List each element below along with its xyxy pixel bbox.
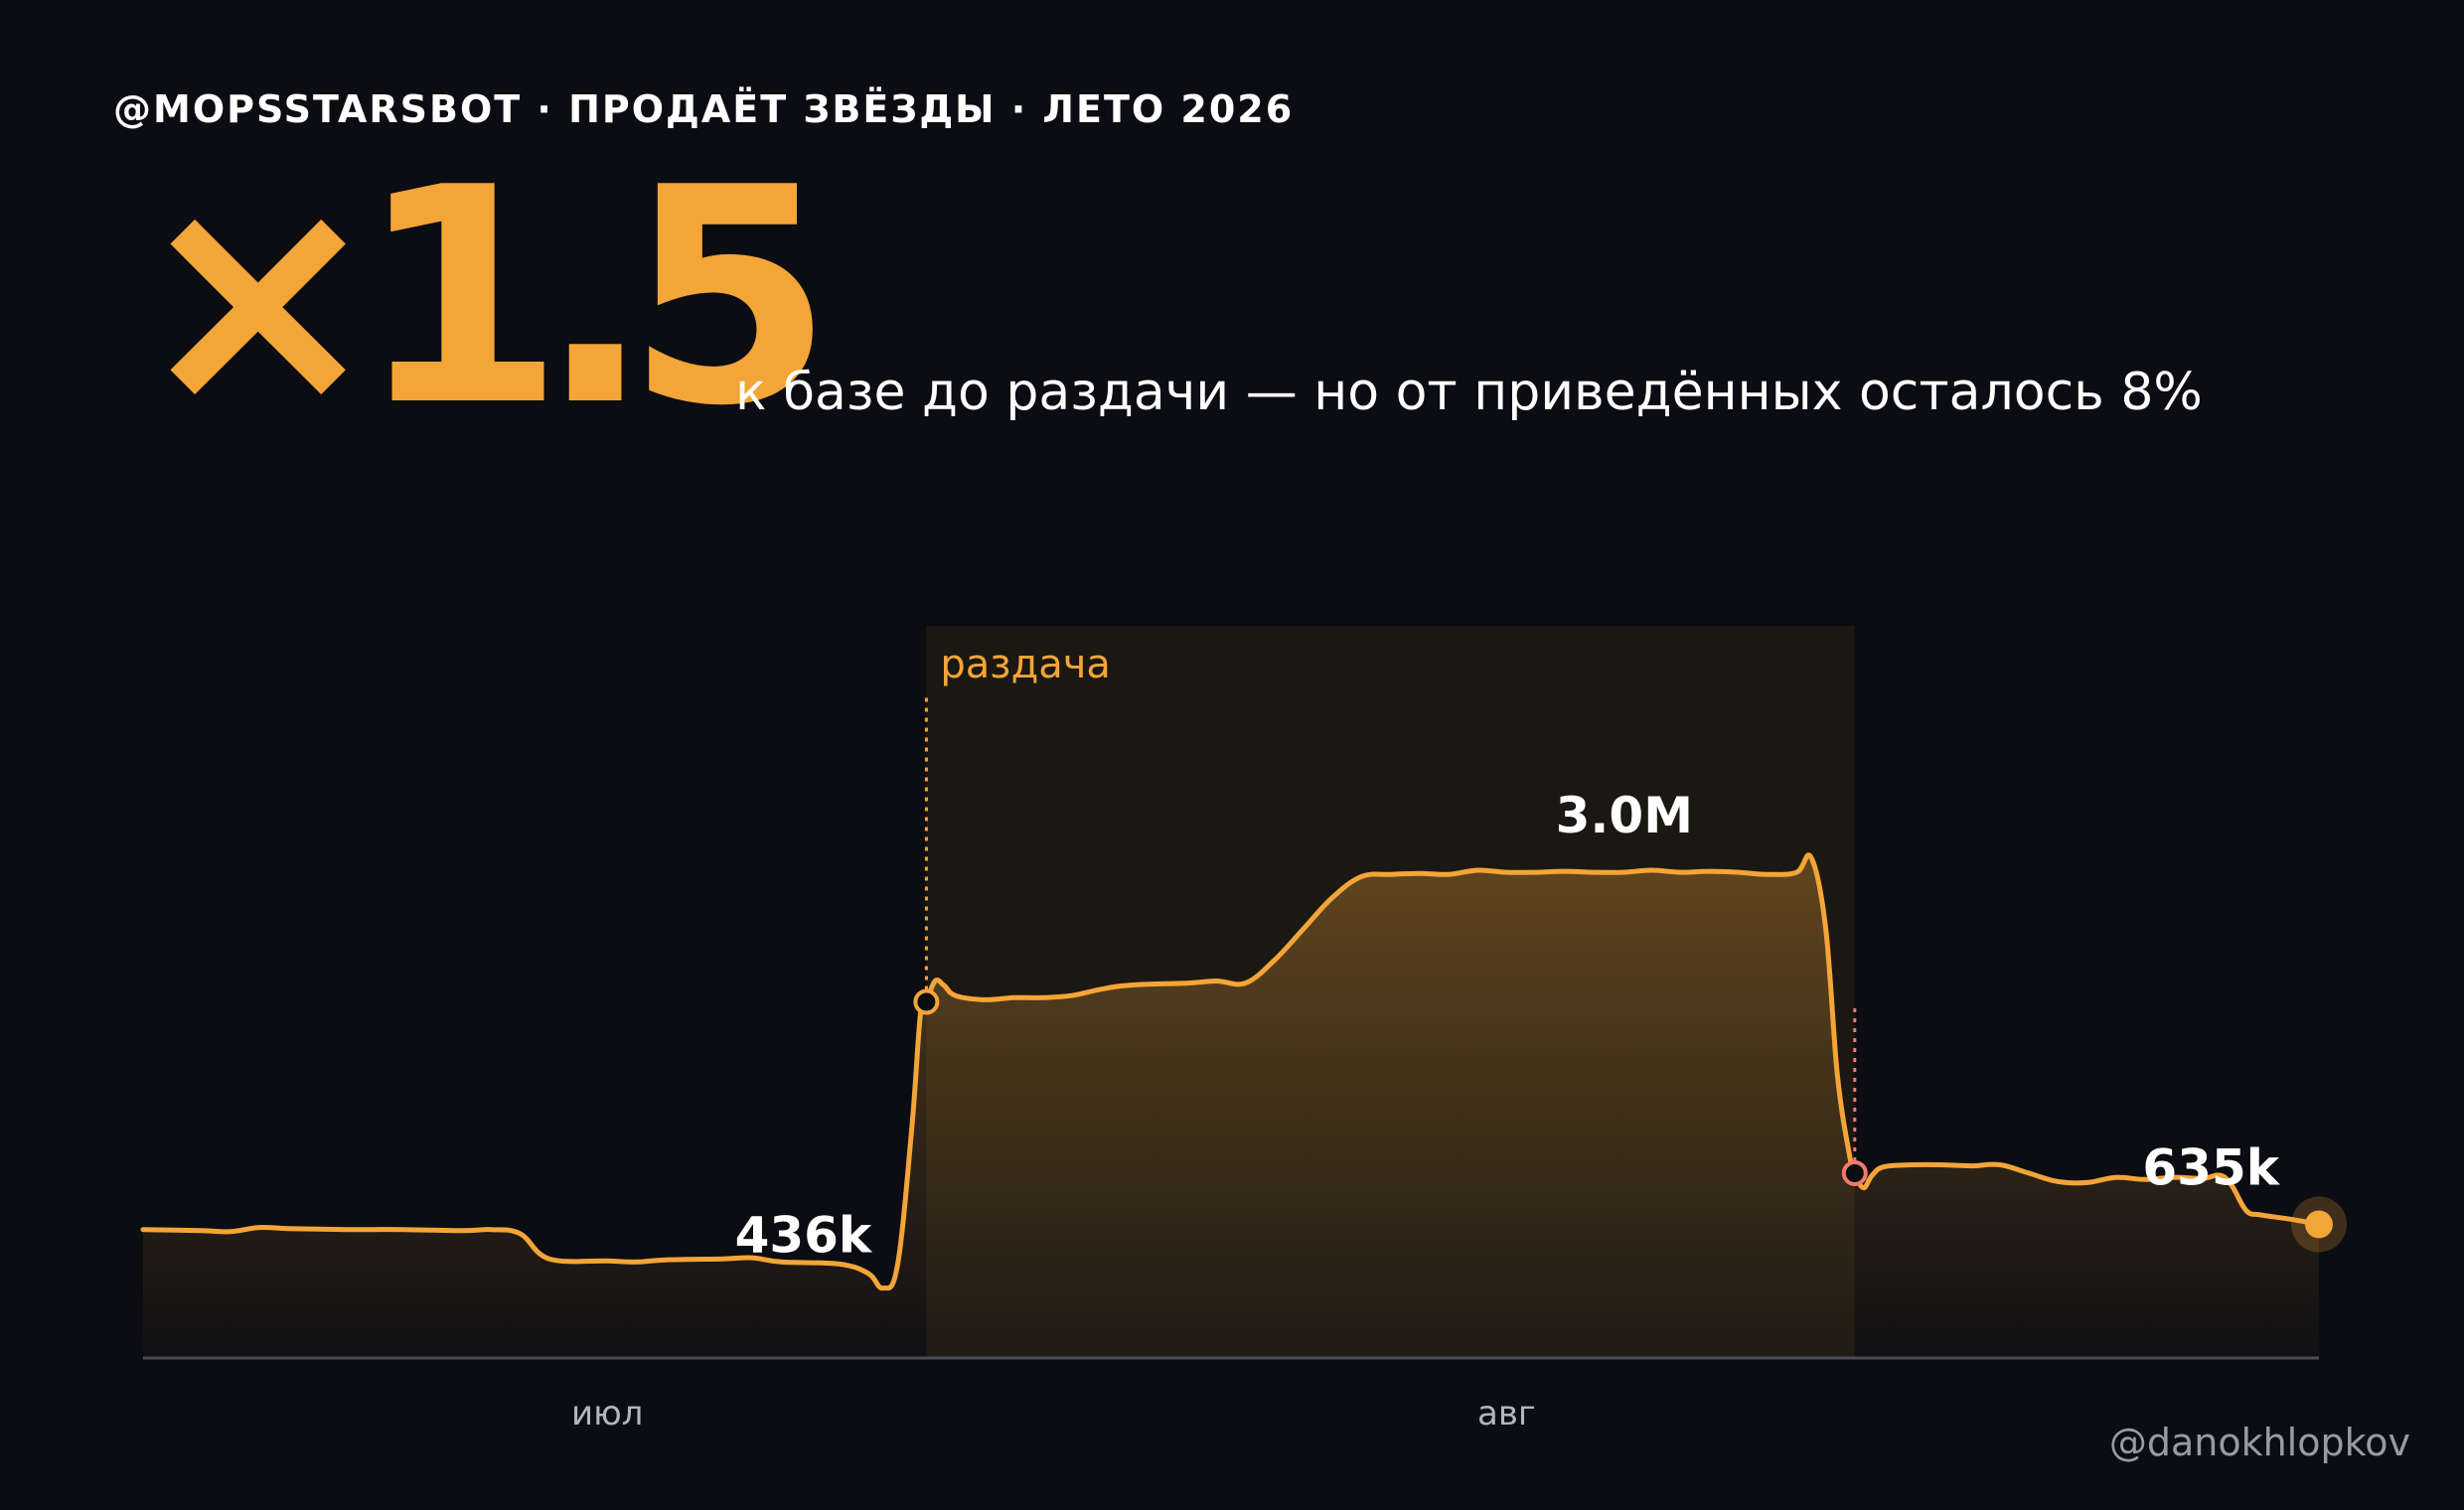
value-label-end: 635k [2142, 1138, 2280, 1196]
x-tick-label: июл [571, 1394, 643, 1434]
end-marker [2305, 1210, 2333, 1239]
event-marker [913, 988, 940, 1015]
chart-kicker: @MOPSSTARSBOT · ПРОДАЁТ ЗВЁЗДЫ · ЛЕТО 20… [113, 87, 1295, 131]
event-marker [1841, 1159, 1868, 1186]
series-line [140, 852, 2322, 1291]
x-tick-label: авг [1477, 1394, 1536, 1434]
headline: к базе до раздачи — но от приведённых ос… [735, 363, 2203, 422]
series-area [143, 854, 2319, 1357]
highlight-label: раздача [940, 642, 1110, 687]
value-label-start: 436k [735, 1206, 873, 1264]
value-label-peak: 3.0M [1556, 787, 1693, 844]
author-watermark: @danokhlopkov [2108, 1421, 2410, 1464]
big-multiplier: ×1.5 [133, 124, 834, 471]
